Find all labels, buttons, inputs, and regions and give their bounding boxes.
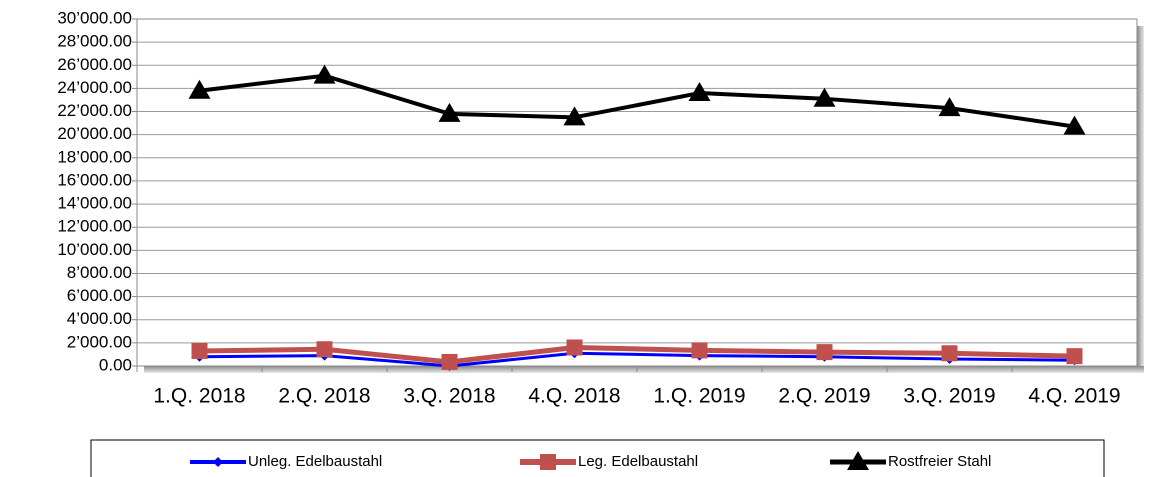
x-tick-label: 1.Q. 2019 xyxy=(653,385,745,408)
y-tick-label: 22’000.00 xyxy=(57,101,132,120)
marker xyxy=(191,342,208,359)
marker xyxy=(188,79,211,99)
marker xyxy=(688,82,711,102)
y-tick-label: 28’000.00 xyxy=(57,32,132,51)
marker xyxy=(563,106,586,126)
y-tick-label: 16’000.00 xyxy=(57,170,132,189)
marker xyxy=(941,345,958,362)
y-tick-label: 12’000.00 xyxy=(57,217,132,236)
marker xyxy=(691,342,708,359)
y-tick-label: 14’000.00 xyxy=(57,194,132,213)
marker xyxy=(540,454,556,470)
legend-label: Rostfreier Stahl xyxy=(888,453,991,470)
x-tick-label: 2.Q. 2019 xyxy=(778,385,870,408)
y-tick-label: 30’000.00 xyxy=(57,8,132,27)
x-tick-label: 4.Q. 2019 xyxy=(1028,385,1120,408)
legend-box xyxy=(90,439,1105,477)
marker xyxy=(938,97,961,117)
marker xyxy=(441,353,458,370)
plot-area xyxy=(137,19,1137,366)
y-tick-label: 2’000.00 xyxy=(67,332,132,351)
y-tick-label: 26’000.00 xyxy=(57,55,132,74)
plot-shadow xyxy=(144,366,1144,373)
x-tick-label: 4.Q. 2018 xyxy=(528,385,620,408)
legend-label: Leg. Edelbaustahl xyxy=(578,453,698,470)
y-tick-label: 24’000.00 xyxy=(57,78,132,97)
legend-label: Unleg. Edelbaustahl xyxy=(248,453,382,470)
y-tick-label: 6’000.00 xyxy=(67,286,132,305)
x-tick-label: 3.Q. 2019 xyxy=(903,385,995,408)
marker xyxy=(313,64,336,84)
marker xyxy=(816,344,833,361)
series-line xyxy=(199,344,1075,365)
y-tick-label: 0.00 xyxy=(99,355,132,374)
x-tick-label: 2.Q. 2018 xyxy=(278,385,370,408)
y-tick-label: 10’000.00 xyxy=(57,240,132,259)
marker xyxy=(813,87,836,107)
y-tick-label: 20’000.00 xyxy=(57,124,132,143)
x-tick-label: 1.Q. 2018 xyxy=(153,385,245,408)
marker xyxy=(1063,115,1086,135)
marker xyxy=(566,339,583,356)
series-line xyxy=(199,73,1075,129)
marker xyxy=(847,451,869,470)
y-tick-label: 18’000.00 xyxy=(57,147,132,166)
marker xyxy=(316,341,333,358)
y-tick-label: 8’000.00 xyxy=(67,263,132,282)
y-tick-label: 4’000.00 xyxy=(67,309,132,328)
plot-shadow xyxy=(1137,26,1144,373)
marker xyxy=(438,102,461,122)
marker xyxy=(213,457,223,467)
x-tick-label: 3.Q. 2018 xyxy=(403,385,495,408)
series-line xyxy=(199,351,1075,368)
marker xyxy=(1066,348,1083,365)
